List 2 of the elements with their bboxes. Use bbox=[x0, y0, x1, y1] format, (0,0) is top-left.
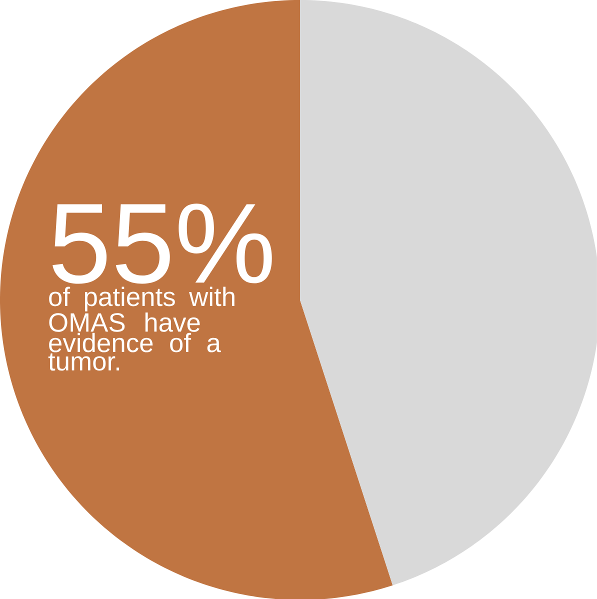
text: of patients with OMAS have evidence of a tumor. bbox=[48, 286, 234, 371]
data-label: 55% bbox=[52, 204, 272, 284]
